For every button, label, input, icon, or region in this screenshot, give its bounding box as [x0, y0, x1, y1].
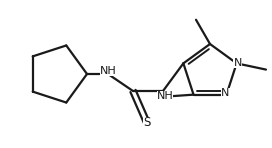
Text: NH: NH — [157, 91, 173, 101]
Text: N: N — [233, 58, 242, 68]
Text: S: S — [143, 116, 151, 130]
Text: NH: NH — [100, 66, 116, 76]
Text: N: N — [221, 88, 230, 98]
